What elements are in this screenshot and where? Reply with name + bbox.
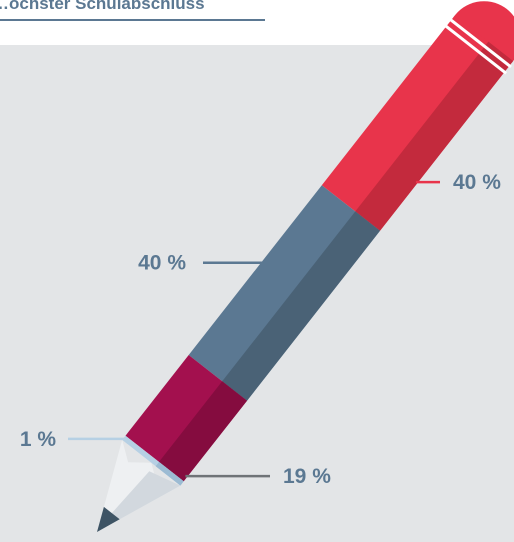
leader-lines xyxy=(68,180,440,478)
page-title: …ochster Schulabschluss xyxy=(0,0,205,13)
bar-segment-shade-3 xyxy=(159,381,247,482)
data-label-1: 40 % xyxy=(453,171,501,194)
data-label-4: 1 % xyxy=(20,428,57,451)
cap-stripe-2 xyxy=(443,24,508,75)
data-label-2: 40 % xyxy=(138,252,186,275)
bar-segment-shade-1 xyxy=(355,41,514,231)
bar-segment-1 xyxy=(321,15,514,231)
bar-segment-3 xyxy=(125,355,247,482)
bar-segment-2 xyxy=(188,185,380,401)
data-label-3: 19 % xyxy=(283,465,331,488)
bar-segment-shade-4 xyxy=(155,461,184,486)
pencil-wood-shade xyxy=(111,471,181,520)
cap-stripe-1 xyxy=(448,17,512,69)
pencil-bar xyxy=(97,1,514,532)
pencil-lead-tip xyxy=(97,506,120,532)
value-labels: 40 % 40 % 19 % 1 % xyxy=(20,171,501,488)
bar-segment-shade-2 xyxy=(222,211,380,401)
